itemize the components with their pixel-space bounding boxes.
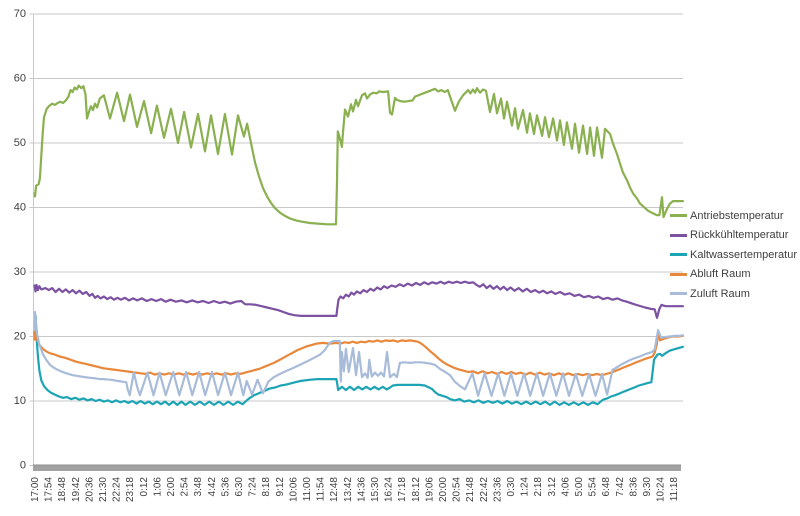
x-axis-label: 11:18 bbox=[669, 477, 680, 502]
x-axis-label: 1:06 bbox=[152, 477, 163, 497]
x-axis-label: 4:06 bbox=[560, 477, 571, 497]
x-axis-label: 12:48 bbox=[329, 477, 340, 502]
legend-label: Rückkühltemperatur bbox=[690, 229, 789, 242]
x-axis-label: 6:30 bbox=[234, 477, 245, 497]
legend-label: Kaltwassertemperatur bbox=[690, 248, 797, 261]
x-axis-bar bbox=[33, 465, 681, 471]
legend-swatch-abluft-raum bbox=[670, 272, 687, 276]
x-axis-label: 18:48 bbox=[57, 477, 68, 502]
legend-item-rueckkuehltemperatur: Rückkühltemperatur bbox=[670, 226, 797, 246]
x-axis-label: 23:36 bbox=[492, 477, 503, 502]
legend-swatch-rueckkuehltemperatur bbox=[670, 233, 687, 237]
x-axis-label: 3:12 bbox=[547, 477, 558, 497]
x-axis-label: 21:30 bbox=[98, 477, 109, 502]
x-axis-label: 6:48 bbox=[601, 477, 612, 497]
x-axis-label: 10:06 bbox=[288, 477, 299, 502]
x-axis-label: 11:54 bbox=[316, 477, 327, 502]
legend-item-abluft-raum: Abluft Raum bbox=[670, 265, 797, 285]
x-axis-label: 17:00 bbox=[30, 477, 41, 502]
legend-label: Abluft Raum bbox=[690, 268, 751, 281]
x-axis-label: 8:36 bbox=[628, 477, 639, 497]
x-axis-label: 20:36 bbox=[84, 477, 95, 502]
y-axis-label: 60 bbox=[14, 73, 26, 85]
x-axis-label: 2:18 bbox=[533, 477, 544, 497]
x-axis-label: 0:12 bbox=[139, 477, 150, 497]
y-axis-labels: 0 10 20 30 40 50 60 70 bbox=[14, 8, 26, 472]
x-axis-label: 9:12 bbox=[275, 477, 286, 497]
x-axis-label: 5:00 bbox=[574, 477, 585, 497]
x-axis-label: 2:00 bbox=[166, 477, 177, 497]
x-axis-label: 1:24 bbox=[520, 477, 531, 497]
x-axis-label: 15:30 bbox=[370, 477, 381, 502]
series-line-zuluft-raum bbox=[33, 310, 685, 397]
y-axis-label: 0 bbox=[20, 460, 26, 472]
legend: Antriebstemperatur Rückkühltemperatur Ka… bbox=[670, 206, 797, 304]
x-axis-label: 19:06 bbox=[424, 477, 435, 502]
x-axis-label: 0:30 bbox=[506, 477, 517, 497]
y-axis-label: 30 bbox=[14, 266, 26, 278]
legend-swatch-antriebstemperatur bbox=[670, 214, 687, 218]
legend-item-antriebstemperatur: Antriebstemperatur bbox=[670, 206, 797, 226]
series-lines bbox=[33, 84, 685, 406]
legend-label: Antriebstemperatur bbox=[690, 209, 784, 222]
x-axis-label: 13:42 bbox=[343, 477, 354, 502]
x-axis-label: 21:48 bbox=[465, 477, 476, 502]
y-axis-label: 10 bbox=[14, 395, 26, 407]
x-axis-label: 5:54 bbox=[588, 477, 599, 497]
x-axis-label: 20:00 bbox=[438, 477, 449, 502]
x-axis-label: 22:42 bbox=[479, 477, 490, 502]
series-line-antriebstemperatur bbox=[33, 84, 685, 226]
series-line-abluft-raum bbox=[33, 327, 685, 377]
x-axis-label: 17:18 bbox=[397, 477, 408, 502]
y-axis-label: 40 bbox=[14, 202, 26, 214]
x-axis-label: 14:36 bbox=[356, 477, 367, 502]
y-axis-label: 70 bbox=[14, 8, 26, 20]
x-axis-label: 22:24 bbox=[112, 477, 123, 502]
x-axis-label: 5:36 bbox=[220, 477, 231, 497]
legend-label: Zuluft Raum bbox=[690, 287, 750, 300]
x-axis-label: 16:24 bbox=[384, 477, 395, 502]
legend-item-kaltwassertemperatur: Kaltwassertemperatur bbox=[670, 245, 797, 265]
legend-swatch-kaltwassertemperatur bbox=[670, 253, 687, 257]
legend-item-zuluft-raum: Zuluft Raum bbox=[670, 284, 797, 304]
gridlines bbox=[29, 13, 683, 466]
x-axis-label: 7:24 bbox=[248, 477, 259, 497]
y-axis-label: 20 bbox=[14, 331, 26, 343]
x-axis-label: 7:42 bbox=[615, 477, 626, 497]
series-line-rückkühltemperatur bbox=[33, 280, 685, 319]
x-axis-label: 9:30 bbox=[642, 477, 653, 497]
series-line-kaltwassertemperatur bbox=[33, 314, 685, 406]
x-axis-label: 20:54 bbox=[452, 477, 463, 502]
x-axis-label: 11:00 bbox=[302, 477, 313, 502]
x-axis-label: 2:54 bbox=[180, 477, 191, 497]
x-axis-labels: 17:00 17:54 18:48 19:42 20:36 21:30 22:24 23:18… bbox=[30, 477, 680, 502]
x-axis-label: 3:48 bbox=[193, 477, 204, 497]
y-axis-label: 50 bbox=[14, 137, 26, 149]
x-axis-label: 4:42 bbox=[207, 477, 218, 497]
x-axis-label: 10:24 bbox=[656, 477, 667, 502]
x-axis-label: 17:54 bbox=[44, 477, 55, 502]
x-axis-label: 8:18 bbox=[261, 477, 272, 497]
x-axis-label: 18:12 bbox=[411, 477, 422, 502]
legend-swatch-zuluft-raum bbox=[670, 292, 687, 296]
x-axis-label: 23:18 bbox=[125, 477, 136, 502]
x-axis-label: 19:42 bbox=[71, 477, 82, 502]
